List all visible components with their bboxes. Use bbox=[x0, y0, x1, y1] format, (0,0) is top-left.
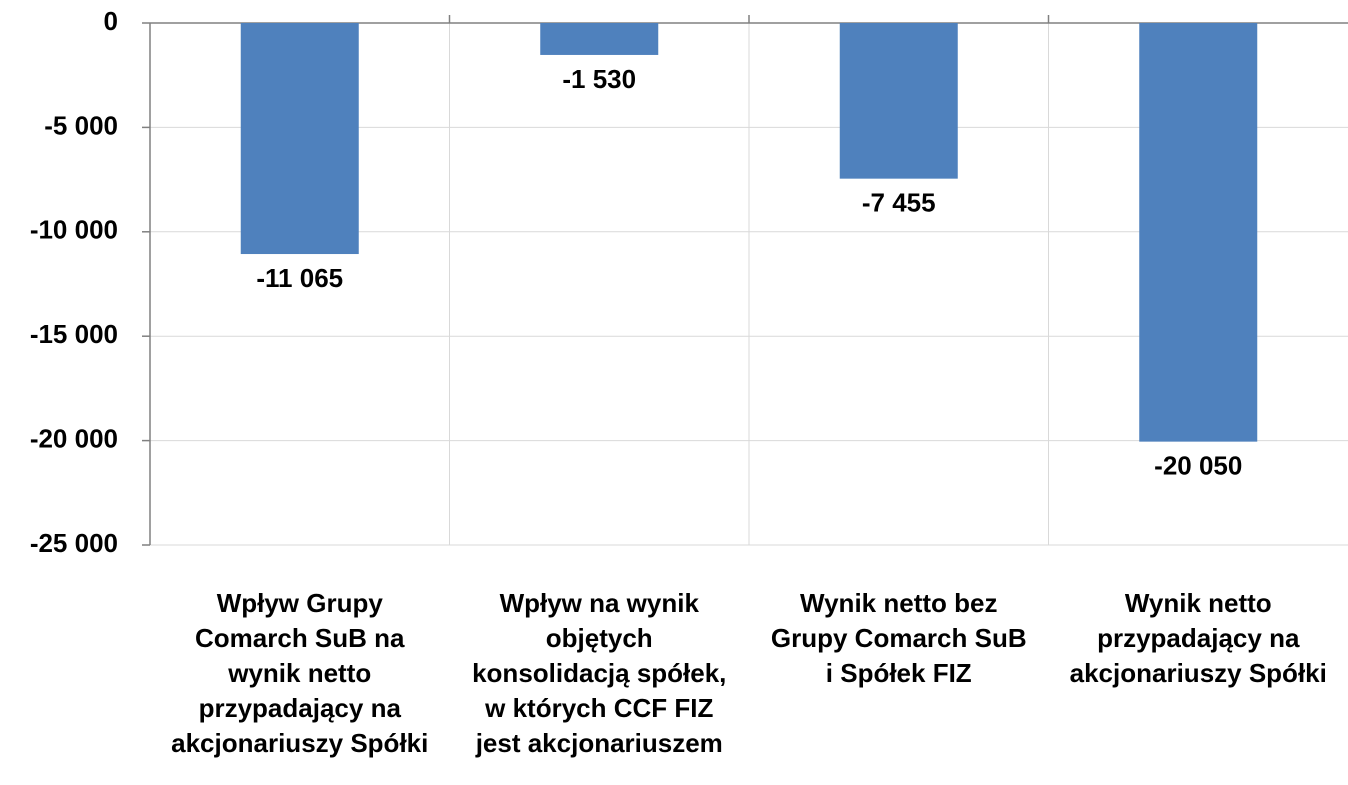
x-tick-label: objętych bbox=[546, 623, 653, 653]
x-tick-label: Wpływ na wynik bbox=[500, 588, 700, 618]
x-tick-label: Grupy Comarch SuB bbox=[771, 623, 1027, 653]
x-tick-label: i Spółek FIZ bbox=[826, 658, 972, 688]
x-tick-label: konsolidacją spółek, bbox=[472, 658, 726, 688]
y-tick-label: -10 000 bbox=[30, 215, 118, 245]
x-tick-label: akcjonariuszy Spółki bbox=[171, 728, 428, 758]
bar bbox=[540, 23, 659, 55]
x-tick-label: wynik netto bbox=[227, 658, 371, 688]
x-tick-label: przypadający na bbox=[199, 693, 402, 723]
x-tick-label: przypadający na bbox=[1097, 623, 1300, 653]
x-tick-label: Wynik netto bbox=[1125, 588, 1272, 618]
x-tick-label: akcjonariuszy Spółki bbox=[1070, 658, 1327, 688]
bar bbox=[839, 23, 958, 179]
data-label: -1 530 bbox=[562, 64, 636, 94]
y-tick-label: 0 bbox=[104, 6, 118, 36]
y-tick-label: -15 000 bbox=[30, 319, 118, 349]
y-tick-label: -5 000 bbox=[44, 110, 118, 140]
bar bbox=[1139, 23, 1258, 442]
y-tick-label: -25 000 bbox=[30, 528, 118, 558]
x-tick-label: Wynik netto bez bbox=[800, 588, 997, 618]
x-tick-label: Comarch SuB na bbox=[195, 623, 405, 653]
x-tick-label: Wpływ Grupy bbox=[217, 588, 384, 618]
x-tick-label: w których CCF FIZ bbox=[484, 693, 713, 723]
y-tick-label: -20 000 bbox=[30, 423, 118, 453]
data-label: -11 065 bbox=[256, 263, 343, 293]
x-tick-label: jest akcjonariuszem bbox=[475, 728, 723, 758]
data-label: -7 455 bbox=[862, 188, 936, 218]
data-label: -20 050 bbox=[1154, 451, 1242, 481]
bar bbox=[240, 23, 359, 255]
